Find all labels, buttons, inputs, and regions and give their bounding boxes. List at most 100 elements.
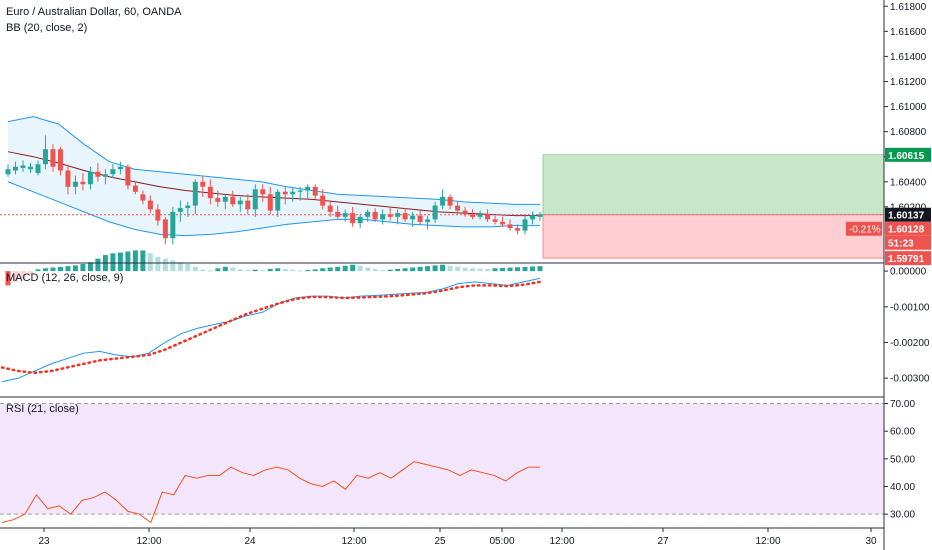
take-profit-zone[interactable] — [542, 154, 885, 216]
candle[interactable] — [387, 214, 393, 217]
candle[interactable] — [365, 211, 371, 217]
candle[interactable] — [327, 205, 333, 212]
candle[interactable] — [342, 213, 348, 217]
candle[interactable] — [200, 181, 206, 187]
macd-histogram-bar — [117, 252, 123, 272]
candle[interactable] — [312, 186, 318, 196]
time-tick-label: 23 — [38, 536, 50, 547]
candle[interactable] — [252, 189, 258, 210]
candle[interactable] — [80, 181, 86, 185]
candle[interactable] — [395, 213, 401, 217]
candle[interactable] — [470, 214, 476, 217]
candle[interactable] — [515, 228, 521, 231]
candle[interactable] — [65, 170, 71, 187]
candle[interactable] — [455, 205, 461, 211]
candle[interactable] — [537, 214, 543, 217]
candle[interactable] — [350, 213, 356, 224]
macd-histogram-bar — [290, 269, 296, 272]
macd-legend[interactable]: MACD (12, 26, close, 9) — [6, 272, 124, 284]
candle[interactable] — [20, 165, 26, 168]
candle[interactable] — [260, 189, 266, 195]
macd-histogram-bar — [125, 251, 131, 272]
candle[interactable] — [35, 164, 41, 173]
candle[interactable] — [357, 216, 363, 224]
candle[interactable] — [432, 205, 438, 220]
candle[interactable] — [485, 214, 491, 220]
macd-histogram-bar — [155, 256, 161, 272]
candle[interactable] — [50, 149, 56, 167]
macd-pane[interactable] — [0, 250, 543, 383]
candle[interactable] — [282, 191, 288, 195]
macd-histogram-bar — [462, 267, 468, 272]
bb-legend[interactable]: BB (20, close, 2) — [6, 22, 88, 34]
macd-histogram-bar — [335, 266, 341, 272]
candle[interactable] — [140, 194, 146, 201]
macd-histogram-bar — [110, 253, 116, 272]
candle[interactable] — [380, 214, 386, 220]
macd-tick-label: -0.00200 — [890, 338, 930, 349]
candle[interactable] — [492, 219, 498, 222]
candle[interactable] — [335, 211, 341, 217]
candle[interactable] — [402, 213, 408, 220]
candle[interactable] — [320, 195, 326, 206]
candle[interactable] — [87, 171, 93, 185]
candle[interactable] — [125, 166, 131, 186]
candle[interactable] — [12, 166, 18, 171]
candle[interactable] — [447, 196, 453, 206]
candle[interactable] — [372, 211, 378, 220]
candle[interactable] — [462, 210, 468, 215]
candle[interactable] — [290, 191, 296, 195]
candle[interactable] — [177, 208, 183, 212]
rsi-line[interactable] — [1, 461, 540, 524]
price-pane[interactable] — [0, 116, 885, 259]
candle[interactable] — [117, 166, 123, 170]
candle[interactable] — [230, 196, 236, 205]
candle[interactable] — [72, 181, 78, 187]
candle[interactable] — [102, 174, 108, 177]
macd-histogram-bar — [372, 268, 378, 272]
candle[interactable] — [42, 149, 48, 165]
change-badge: -0.21% — [849, 225, 881, 236]
macd-histogram-bar — [387, 269, 393, 272]
candle[interactable] — [305, 186, 311, 191]
candle[interactable] — [170, 211, 176, 239]
stop-loss-zone[interactable] — [542, 214, 885, 259]
candle[interactable] — [162, 219, 168, 239]
candle[interactable] — [297, 190, 303, 192]
candle[interactable] — [500, 221, 506, 225]
candle[interactable] — [267, 194, 273, 211]
candle[interactable] — [425, 219, 431, 222]
macd-tick-label: -0.00300 — [890, 374, 930, 385]
rsi-legend[interactable]: RSI (21, close) — [6, 403, 79, 415]
candle[interactable] — [155, 209, 161, 221]
candle[interactable] — [185, 205, 191, 209]
symbol-title[interactable]: Euro / Australian Dollar, 60, OANDA — [6, 6, 182, 18]
rsi-pane[interactable] — [0, 403, 884, 524]
macd-line[interactable] — [1, 277, 541, 383]
candle[interactable] — [57, 149, 63, 171]
candle[interactable] — [110, 169, 116, 175]
macd-histogram-bar — [245, 269, 251, 272]
candle[interactable] — [410, 215, 416, 220]
candle[interactable] — [207, 186, 213, 199]
candle[interactable] — [95, 171, 101, 177]
candle[interactable] — [440, 196, 446, 206]
candle[interactable] — [507, 224, 513, 229]
candle[interactable] — [192, 181, 198, 206]
candle[interactable] — [477, 214, 483, 217]
candle[interactable] — [530, 215, 536, 220]
candle[interactable] — [27, 166, 33, 170]
candle[interactable] — [522, 219, 528, 231]
candle[interactable] — [5, 169, 11, 175]
candle[interactable] — [237, 200, 243, 205]
candle[interactable] — [275, 191, 281, 211]
candle[interactable] — [417, 215, 423, 222]
candle[interactable] — [215, 198, 221, 202]
macd-signal-line[interactable] — [0, 280, 542, 375]
candle[interactable] — [132, 185, 138, 192]
bb-lower-line[interactable] — [7, 181, 540, 237]
candle[interactable] — [147, 200, 153, 210]
candle[interactable] — [245, 200, 251, 210]
candle[interactable] — [222, 196, 228, 202]
